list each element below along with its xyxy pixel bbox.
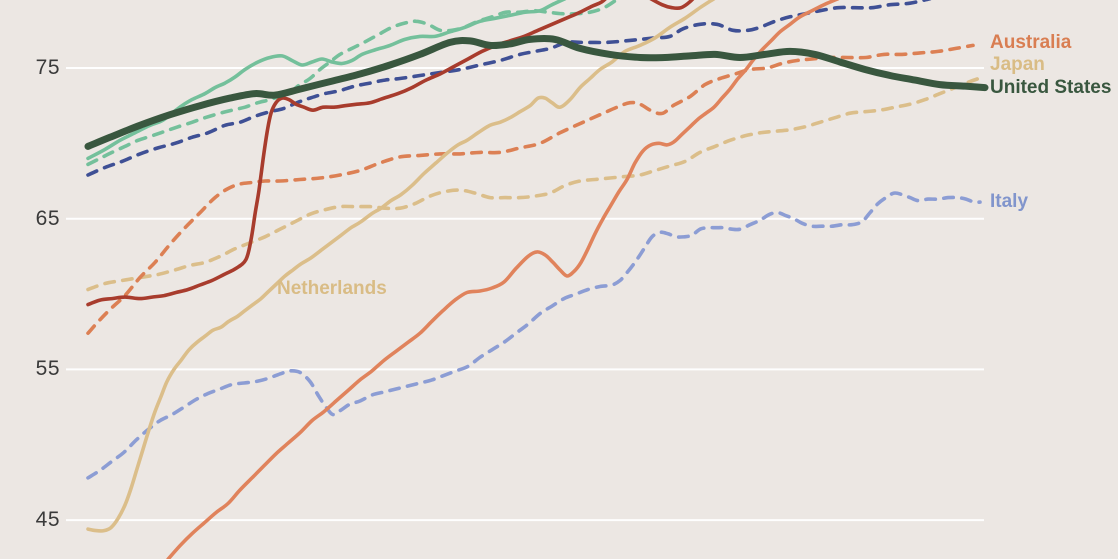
series-label-netherlands: Netherlands	[277, 278, 387, 299]
line-salmon-solid-unlabeled	[166, 0, 840, 559]
line-navy-dashed-unlabeled	[86, 0, 932, 177]
series-label-italy: Italy	[990, 191, 1029, 212]
y-tick-75: 75	[35, 56, 60, 79]
line-italy	[86, 191, 982, 480]
y-tick-65: 65	[35, 206, 60, 230]
line-australia	[86, 43, 975, 335]
series-label-united-states: United States	[990, 77, 1112, 98]
line-netherlands	[86, 0, 716, 533]
line-darkred-solid-unlabeled	[86, 0, 695, 307]
line-united-states	[84, 35, 989, 150]
series-label-australia: Australia	[990, 32, 1072, 53]
line-japan	[86, 75, 985, 292]
y-tick-45: 45	[35, 508, 60, 532]
y-tick-55: 55	[35, 357, 60, 381]
line-teal-dashed-unlabeled	[86, 0, 620, 167]
series-label-japan: Japan	[990, 54, 1045, 75]
